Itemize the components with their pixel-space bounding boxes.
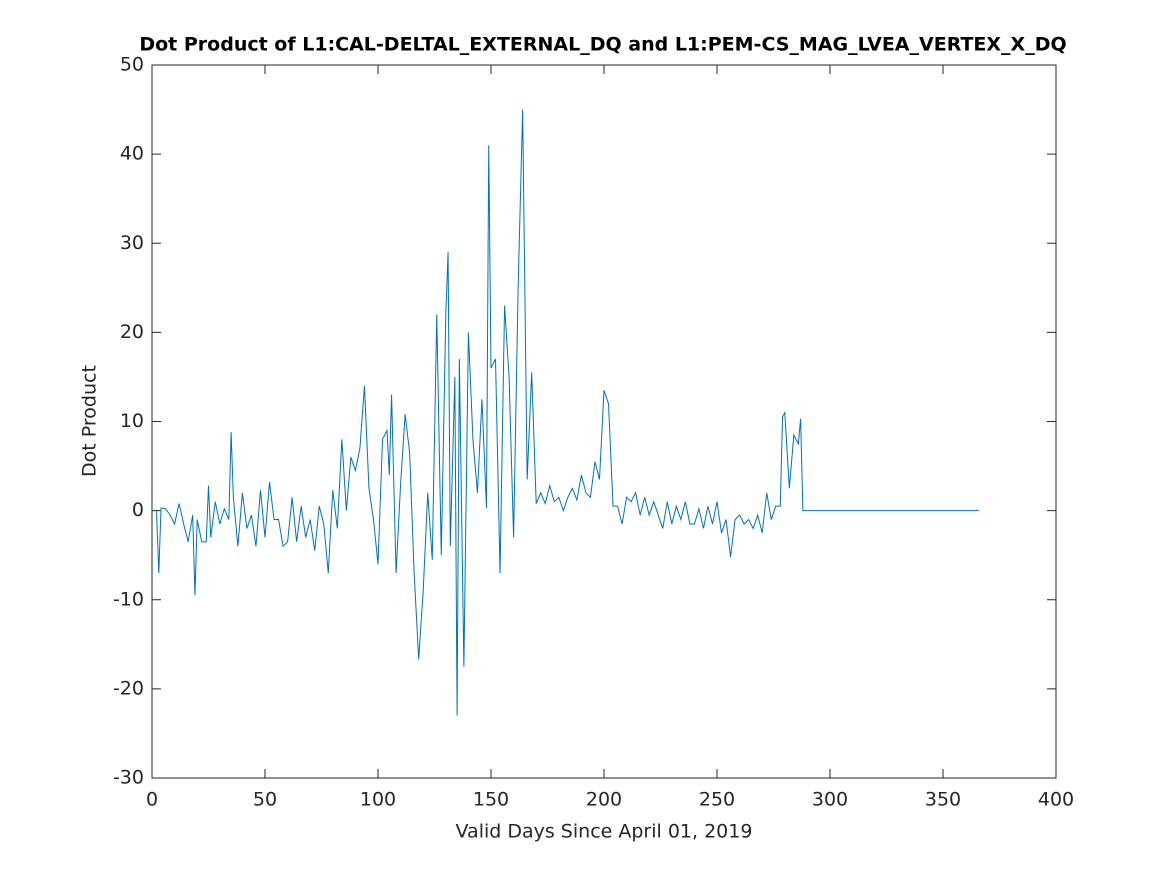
- y-tick-label: 10: [120, 410, 144, 432]
- x-tick-label: 200: [586, 789, 622, 811]
- plot-frame: [151, 64, 1057, 779]
- x-tick-label: 350: [925, 789, 961, 811]
- y-tick-label: -30: [113, 767, 144, 789]
- x-tick-label: 300: [812, 789, 848, 811]
- y-tick-label: 40: [120, 143, 144, 165]
- chart-title: Dot Product of L1:CAL-DELTAL_EXTERNAL_DQ…: [139, 34, 1066, 56]
- x-tick-label: 400: [1038, 789, 1074, 811]
- x-axis-label: Valid Days Since April 01, 2019: [456, 821, 753, 843]
- x-tick-label: 150: [473, 789, 509, 811]
- y-tick-label: -20: [113, 677, 144, 699]
- y-tick-label: 0: [132, 499, 144, 521]
- y-axis-label: Dot Product: [79, 365, 101, 477]
- y-tick-label: -10: [113, 588, 144, 610]
- data-line: [154, 109, 980, 716]
- x-tick-label: 50: [253, 789, 277, 811]
- y-tick-label: 50: [120, 54, 144, 76]
- x-tick-label: 0: [146, 789, 158, 811]
- x-tick-label: 100: [360, 789, 396, 811]
- y-tick-label: 20: [120, 321, 144, 343]
- x-tick-label: 250: [699, 789, 735, 811]
- y-tick-label: 30: [120, 232, 144, 254]
